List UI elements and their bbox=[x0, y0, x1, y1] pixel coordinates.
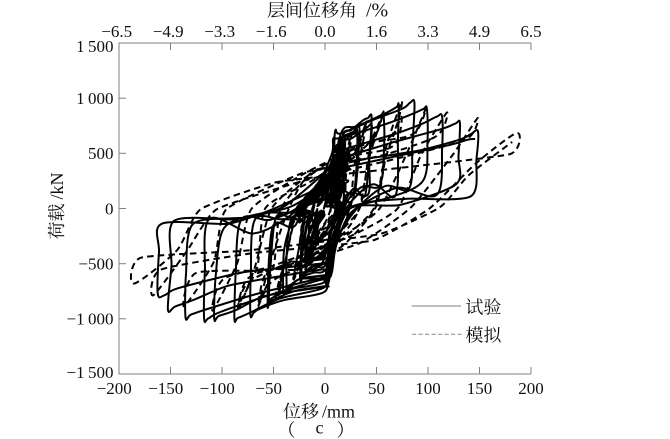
svg-text:0: 0 bbox=[105, 199, 114, 218]
svg-text:6.5: 6.5 bbox=[520, 22, 541, 41]
svg-text:−150: −150 bbox=[148, 379, 183, 398]
svg-text:100: 100 bbox=[415, 379, 441, 398]
svg-text:−50: −50 bbox=[255, 379, 282, 398]
svg-text:4.9: 4.9 bbox=[469, 22, 490, 41]
svg-text:c: c bbox=[316, 418, 324, 438]
svg-text:0.0: 0.0 bbox=[314, 22, 335, 41]
svg-text:−500: −500 bbox=[78, 255, 113, 274]
svg-text:1 500: 1 500 bbox=[76, 37, 113, 56]
svg-text:1 000: 1 000 bbox=[76, 89, 113, 108]
svg-text:/%: /% bbox=[366, 0, 388, 22]
svg-text:−6.5: −6.5 bbox=[101, 22, 132, 41]
svg-text:150: 150 bbox=[467, 379, 493, 398]
svg-text:−1 000: −1 000 bbox=[67, 310, 114, 329]
svg-text:50: 50 bbox=[368, 379, 385, 398]
svg-text:200: 200 bbox=[518, 379, 544, 398]
svg-text:−1.6: −1.6 bbox=[256, 22, 287, 41]
svg-text:/mm: /mm bbox=[322, 402, 355, 422]
svg-text:/kN: /kN bbox=[47, 172, 67, 199]
svg-text:3.3: 3.3 bbox=[417, 22, 438, 41]
svg-text:500: 500 bbox=[88, 144, 114, 163]
svg-text:−4.9: −4.9 bbox=[153, 22, 184, 41]
svg-text:−1 500: −1 500 bbox=[67, 363, 114, 382]
svg-text:−100: −100 bbox=[200, 379, 235, 398]
svg-text:−3.3: −3.3 bbox=[204, 22, 235, 41]
svg-text:1.6: 1.6 bbox=[366, 22, 387, 41]
svg-text:−200: −200 bbox=[97, 379, 132, 398]
svg-text:0: 0 bbox=[321, 379, 330, 398]
